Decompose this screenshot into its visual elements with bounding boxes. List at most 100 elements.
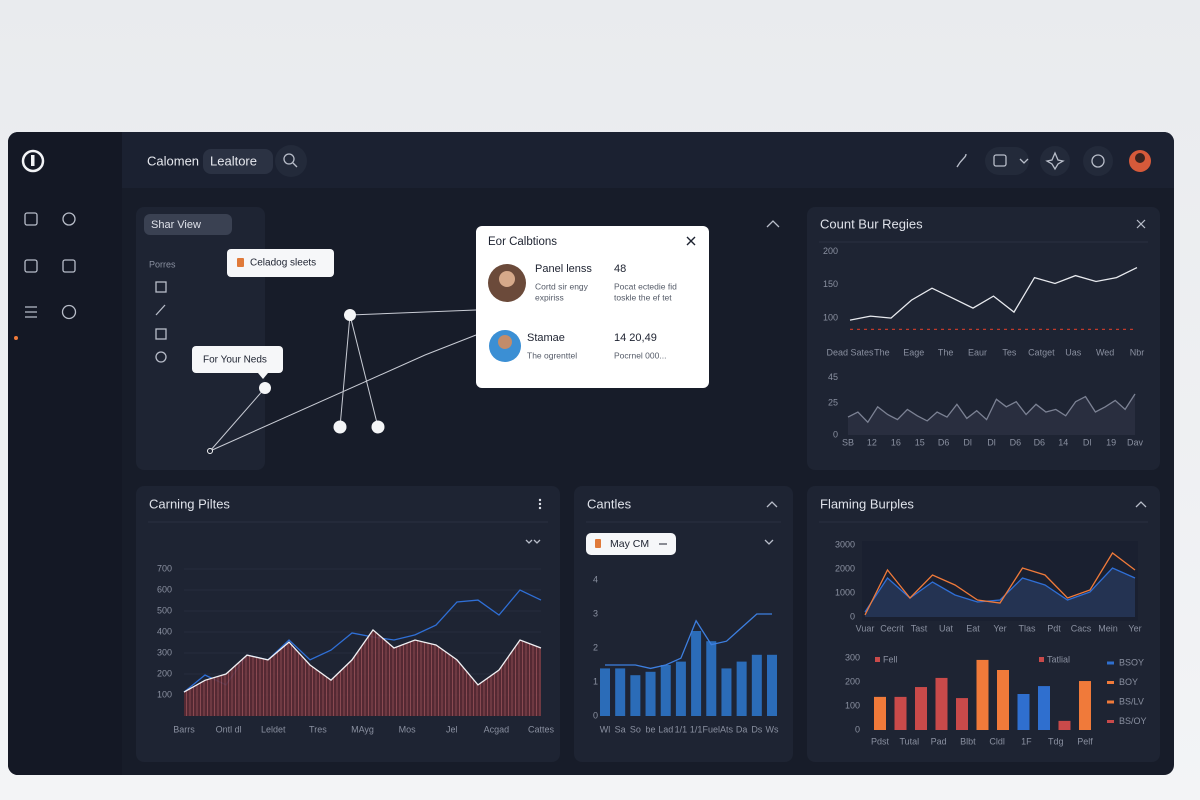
line — [864, 552, 1136, 616]
header-button[interactable] — [1040, 146, 1070, 176]
node[interactable] — [259, 382, 271, 394]
x-tick-label: 16 — [891, 437, 901, 447]
note-label: Tatlial — [1047, 654, 1070, 664]
collapse-icon[interactable] — [766, 501, 778, 508]
globe-icon — [1091, 154, 1105, 168]
y-tick-label: 200 — [823, 246, 838, 256]
panel — [807, 207, 1160, 470]
x-tick-label: Tast — [911, 623, 928, 633]
menu-dot[interactable] — [538, 498, 542, 502]
menu-button[interactable] — [985, 147, 1029, 175]
nav-icon[interactable] — [62, 259, 76, 273]
panel-title: Flaming Burples — [820, 496, 914, 511]
x-tick-label: Fuel — [703, 724, 721, 734]
x-tick-label: Sa — [615, 724, 626, 734]
note-swatch — [875, 657, 880, 662]
x-tick-label: Cattes — [528, 724, 555, 734]
x-tick-label: Nbr — [1130, 347, 1145, 357]
tool-icon[interactable] — [155, 351, 167, 363]
y-tick-label: 700 — [157, 563, 172, 573]
legend-label: BS/OY — [1119, 716, 1147, 726]
search-field[interactable] — [203, 149, 273, 174]
sidebar — [8, 132, 122, 775]
panel-title: Count Bur Regies — [820, 216, 923, 231]
person-detail: Cortd sir engy — [535, 281, 589, 291]
x-tick-label: Catget — [1028, 347, 1055, 357]
x-tick-label: 14 — [1058, 437, 1068, 447]
legend-swatch — [1107, 681, 1114, 684]
y-tick-label: 45 — [828, 372, 838, 382]
tool-icon[interactable] — [155, 281, 167, 293]
sort-icon[interactable] — [525, 539, 541, 544]
menu-dot[interactable] — [538, 506, 542, 510]
line — [183, 628, 542, 693]
tool-icon[interactable] — [155, 328, 167, 340]
close-button[interactable] — [686, 236, 696, 246]
x-tick-label: Tlas — [1018, 623, 1036, 633]
chevron — [1019, 158, 1029, 164]
nav-icon[interactable] — [25, 306, 37, 318]
avatar-face — [499, 271, 515, 287]
menu-icon — [993, 154, 1007, 167]
y-tick-label: 200 — [157, 668, 172, 678]
x-tick-label: Tes — [1002, 347, 1017, 357]
x-tick-label: Cacs — [1071, 623, 1092, 633]
x-tick-label: Lad — [658, 724, 673, 734]
nav-icon[interactable] — [61, 304, 77, 320]
node[interactable] — [207, 448, 213, 454]
bar — [600, 668, 610, 716]
logo[interactable] — [21, 149, 45, 173]
bar — [997, 670, 1009, 730]
y-tick-label: 2 — [593, 642, 598, 652]
section-label: Porres — [149, 259, 176, 269]
x-tick-label: The — [874, 347, 890, 357]
header-bar — [122, 132, 1174, 188]
x-tick-label: Dav — [1127, 437, 1144, 447]
nav-icon[interactable] — [24, 212, 38, 226]
dropdown-icon[interactable] — [764, 539, 774, 545]
x-tick-label: Mos — [399, 724, 417, 734]
legend-label: BS/LV — [1119, 696, 1144, 706]
node[interactable] — [344, 309, 356, 321]
node[interactable] — [333, 420, 347, 434]
x-tick-label: Ats — [720, 724, 734, 734]
header-button[interactable] — [1083, 146, 1113, 176]
tool-icon[interactable] — [155, 304, 166, 316]
person-name: Panel lenss — [535, 263, 592, 275]
y-tick-label: 0 — [833, 429, 838, 439]
y-tick-label: 100 — [845, 700, 860, 710]
app-title: Calomen — [147, 153, 199, 168]
person-note: toskle the ef tet — [614, 292, 672, 302]
tooltip-text: Celadog sleets — [250, 258, 316, 269]
y-tick-label: 25 — [828, 397, 838, 407]
x-tick-label: Eaur — [968, 347, 987, 357]
x-tick-label: Pad — [931, 736, 947, 746]
nav-icon[interactable] — [62, 212, 76, 226]
x-tick-label: Wed — [1096, 347, 1114, 357]
note-label: Fell — [883, 654, 898, 664]
collapse-icon[interactable] — [766, 220, 780, 228]
line — [847, 393, 1136, 424]
node[interactable] — [371, 420, 385, 434]
x-tick-label: Cldl — [989, 736, 1005, 746]
view-button[interactable] — [144, 214, 232, 235]
expand-icon[interactable] — [1136, 219, 1146, 229]
search-button[interactable] — [275, 145, 307, 177]
y-tick-label: 600 — [157, 584, 172, 594]
x-tick-label: SB — [842, 437, 854, 447]
tooltip — [192, 346, 283, 373]
collapse-icon[interactable] — [1135, 501, 1147, 508]
panel — [574, 486, 793, 762]
x-tick-label: Uat — [939, 623, 954, 633]
legend-swatch — [1107, 661, 1114, 665]
dropdown[interactable] — [586, 533, 676, 555]
bar — [935, 677, 948, 730]
bar — [915, 687, 927, 730]
bar — [894, 696, 907, 730]
menu-dot[interactable] — [538, 502, 542, 506]
area — [865, 568, 1135, 617]
header-icon[interactable] — [956, 153, 967, 168]
nav-icon[interactable] — [24, 259, 38, 273]
